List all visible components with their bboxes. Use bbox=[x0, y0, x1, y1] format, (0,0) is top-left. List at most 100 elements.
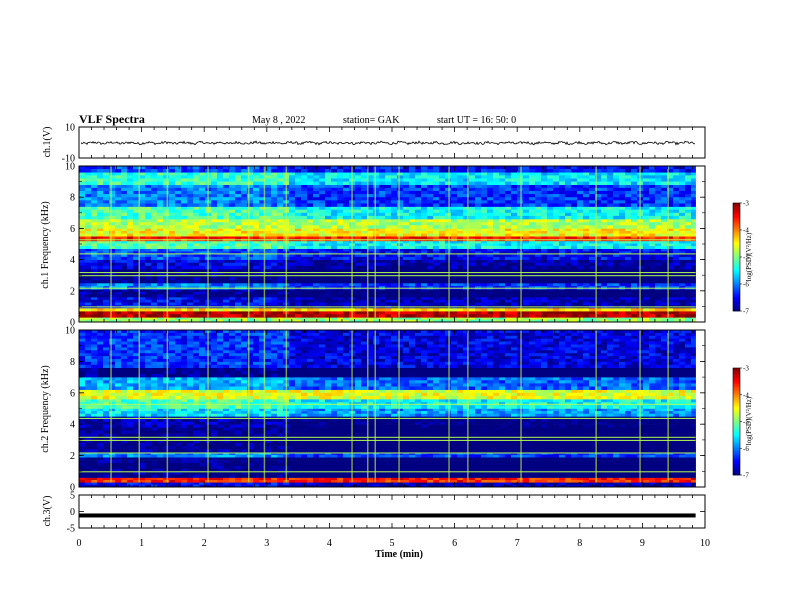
spectrogram-cell bbox=[211, 203, 218, 207]
spectrogram-cell bbox=[517, 219, 524, 223]
spectrogram-cell bbox=[211, 222, 218, 226]
spectrogram-cell bbox=[121, 294, 128, 298]
spectrogram-cell bbox=[379, 254, 386, 258]
spectrogram-cell bbox=[541, 314, 548, 318]
spectrogram-cell bbox=[643, 197, 650, 201]
spectrogram-cell bbox=[115, 231, 122, 234]
spectrogram-cell bbox=[319, 311, 326, 315]
spectrogram-cell bbox=[463, 262, 470, 267]
spectrogram-cell bbox=[277, 294, 284, 298]
spectrogram-cell bbox=[553, 289, 560, 293]
spectrogram-cell bbox=[331, 297, 338, 301]
spectrogram-cell bbox=[451, 222, 458, 226]
spectrogram-cell bbox=[415, 236, 422, 239]
spectrogram-cell bbox=[301, 307, 308, 312]
spectrogram-cell bbox=[589, 206, 596, 210]
spectrogram-cell bbox=[565, 190, 572, 195]
spectrogram-cell bbox=[379, 228, 386, 232]
spectrogram-cell bbox=[319, 307, 326, 312]
spectrogram-cell bbox=[571, 212, 578, 217]
spectrogram-cell bbox=[679, 212, 686, 217]
spectrogram-cell bbox=[409, 271, 416, 275]
spectrogram-cell bbox=[433, 222, 440, 226]
spectrogram-cell bbox=[553, 307, 560, 312]
spectrogram-cell bbox=[277, 277, 284, 281]
spectrogram-cell bbox=[631, 283, 638, 287]
spectrogram-cell bbox=[649, 319, 656, 323]
spectrogram-cell bbox=[217, 184, 224, 189]
spectrogram-cell bbox=[493, 184, 500, 189]
spectrogram-cell bbox=[91, 231, 98, 234]
spectrogram-cell bbox=[85, 236, 92, 239]
spectrogram-cell bbox=[253, 277, 260, 281]
spectrogram-cell bbox=[523, 231, 530, 234]
spectrogram-cell bbox=[325, 243, 332, 247]
spectrogram-cell bbox=[151, 219, 158, 223]
spectrogram-cell bbox=[127, 294, 134, 298]
spectrogram-cell bbox=[337, 212, 344, 217]
spectrogram-cell bbox=[553, 246, 560, 249]
spectrogram-cell bbox=[157, 268, 164, 273]
spectrogram-cell bbox=[187, 297, 194, 301]
spectrogram-cell bbox=[577, 243, 584, 247]
spectrogram-cell bbox=[427, 225, 434, 229]
spectrogram-cell bbox=[613, 248, 620, 252]
spectrogram-cell bbox=[265, 265, 272, 270]
spectrogram-cell bbox=[307, 262, 314, 267]
spectrogram-cell bbox=[625, 187, 632, 192]
spectrogram-cell bbox=[217, 268, 224, 273]
spectrogram-cell bbox=[571, 197, 578, 201]
spectrogram-cell bbox=[379, 209, 386, 214]
spectrogram-cell bbox=[211, 206, 218, 210]
spectrogram-cell bbox=[175, 194, 182, 198]
spectrogram-cell bbox=[643, 194, 650, 198]
spectrogram-cell bbox=[571, 200, 578, 204]
spectrogram-cell bbox=[223, 251, 230, 255]
spectrogram-cell bbox=[673, 291, 680, 295]
spectrogram-cell bbox=[169, 246, 176, 249]
spectrogram-cell bbox=[589, 184, 596, 189]
spectrogram-cell bbox=[631, 231, 638, 234]
spectrogram-cell bbox=[439, 190, 446, 195]
spectrogram-cell bbox=[163, 277, 170, 281]
spectrogram-cell bbox=[151, 212, 158, 217]
spectrogram-cell bbox=[577, 268, 584, 273]
spectrogram-cell bbox=[445, 197, 452, 201]
spectrogram-cell bbox=[229, 280, 236, 284]
spectrogram-cell bbox=[451, 228, 458, 232]
spectrogram-cell bbox=[559, 277, 566, 281]
spectrogram-cell bbox=[415, 225, 422, 229]
spectrogram-cell bbox=[415, 297, 422, 301]
spectrogram-cell bbox=[109, 254, 116, 258]
spectrogram-cell bbox=[115, 283, 122, 287]
spectrogram-cell bbox=[565, 317, 572, 320]
spectrogram-cell bbox=[307, 231, 314, 234]
spectrogram-cell bbox=[481, 256, 488, 260]
spectrogram-cell bbox=[289, 222, 296, 226]
spectrogram-cell bbox=[487, 277, 494, 281]
spectrogram-cell bbox=[121, 262, 128, 267]
spectrogram-cell bbox=[259, 251, 266, 255]
spectrogram-cell bbox=[277, 307, 284, 312]
spectrogram-cell bbox=[91, 262, 98, 267]
spectrogram-cell bbox=[433, 254, 440, 258]
spectrogram-cell bbox=[607, 190, 614, 195]
spectrogram-cell bbox=[139, 302, 146, 306]
spectrogram-cell bbox=[229, 291, 236, 295]
spectrogram-cell bbox=[655, 289, 662, 293]
spectrogram-cell bbox=[97, 222, 104, 226]
spectrogram-cell bbox=[241, 246, 248, 249]
spectrogram-cell bbox=[355, 289, 362, 293]
spectrogram-cell bbox=[127, 236, 134, 239]
spectrogram-cell bbox=[607, 209, 614, 214]
spectrogram-cell bbox=[379, 187, 386, 192]
spectrogram-cell bbox=[391, 200, 398, 204]
spectrogram-cell bbox=[391, 259, 398, 264]
spectrogram-cell bbox=[517, 190, 524, 195]
spectrogram-cell bbox=[307, 299, 314, 303]
spectrogram-cell bbox=[529, 212, 536, 217]
spectrogram-cell bbox=[505, 311, 512, 315]
spectrogram-cell bbox=[679, 317, 686, 320]
spectrogram-cell bbox=[259, 307, 266, 312]
spectrogram-cell bbox=[595, 294, 602, 298]
